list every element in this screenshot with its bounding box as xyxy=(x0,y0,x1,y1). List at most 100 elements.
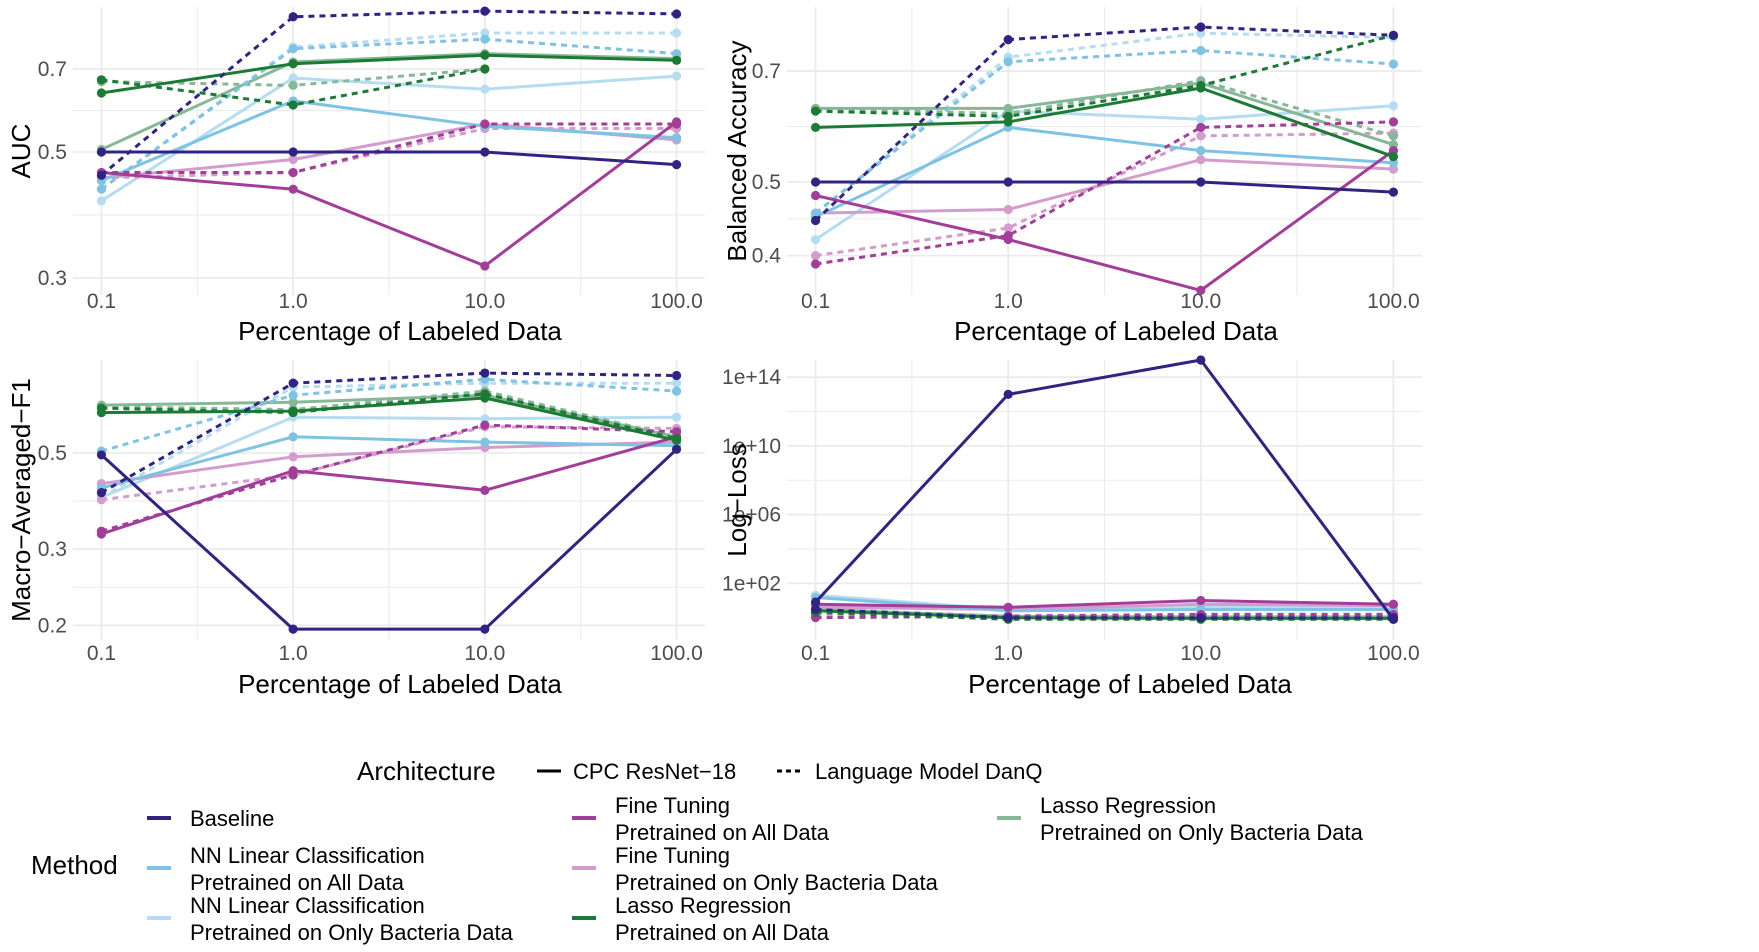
data-point xyxy=(1388,152,1399,162)
series-line xyxy=(101,120,678,268)
data-point xyxy=(810,604,821,615)
data-point xyxy=(288,378,298,388)
y-tick-label: 0.3 xyxy=(38,538,67,561)
data-point xyxy=(480,485,490,495)
x-tick-label: 0.1 xyxy=(87,642,116,665)
data-point xyxy=(288,452,298,462)
series-baseline-danq xyxy=(96,6,682,180)
method-label-line2: Pretrained on Only Bacteria Data xyxy=(190,920,514,945)
data-point xyxy=(1003,204,1013,215)
data-point xyxy=(671,386,682,396)
data-point xyxy=(1196,122,1206,133)
series-lasso_all-cpc xyxy=(96,50,682,98)
data-point xyxy=(671,119,682,129)
data-point xyxy=(1196,613,1206,623)
data-point xyxy=(810,597,821,607)
data-point xyxy=(671,160,682,170)
series-line xyxy=(100,381,677,499)
data-point xyxy=(288,470,298,480)
data-point xyxy=(96,495,107,505)
data-point xyxy=(1003,111,1013,122)
panel-3: 0.1 1.0 10.0 100.0 0.2 0.3 0.5 Percentage of La… xyxy=(6,360,705,699)
method-label-line2: Pretrained on All Data xyxy=(615,820,830,845)
data-point xyxy=(480,84,490,94)
y-tick-label: 0.7 xyxy=(752,60,781,83)
series-line xyxy=(815,86,1394,159)
series-line xyxy=(100,371,677,495)
data-point xyxy=(480,34,490,44)
method-label-line2: Pretrained on All Data xyxy=(615,920,830,945)
series-nn_all-danq xyxy=(96,34,682,194)
series-line xyxy=(814,358,1395,621)
data-point xyxy=(480,119,490,129)
data-point xyxy=(288,80,298,90)
data-point xyxy=(1003,389,1013,399)
data-point xyxy=(480,437,490,447)
x-tick-label: 1.0 xyxy=(994,642,1023,665)
x-axis-title: Percentage of Labeled Data xyxy=(238,316,562,346)
x-tick-label: 10.0 xyxy=(1180,290,1221,313)
data-point xyxy=(1003,231,1013,241)
series-line xyxy=(100,37,677,191)
data-point xyxy=(671,412,682,422)
data-point xyxy=(288,44,298,54)
series-line xyxy=(101,122,677,174)
legend: Architecture CPC ResNet−18 Language Mode… xyxy=(31,756,1364,945)
data-point xyxy=(810,234,821,245)
data-point xyxy=(96,75,107,85)
data-point xyxy=(671,49,682,59)
method-label-line2: Pretrained on Only Bacteria Data xyxy=(1040,820,1364,845)
data-point xyxy=(96,170,107,180)
data-point xyxy=(288,100,298,110)
data-point xyxy=(1003,223,1013,233)
data-point xyxy=(96,450,107,460)
data-point xyxy=(288,624,298,634)
data-point xyxy=(1388,59,1399,69)
data-point xyxy=(288,184,298,194)
data-point xyxy=(810,208,821,218)
data-point xyxy=(480,50,490,60)
series-line xyxy=(101,425,677,502)
series-line xyxy=(100,31,677,191)
series-line xyxy=(814,31,1394,215)
data-point xyxy=(1196,114,1206,124)
data-point xyxy=(96,184,107,194)
series-line xyxy=(100,448,678,631)
method-legend-title: Method xyxy=(31,850,118,880)
series-line xyxy=(100,377,677,453)
data-point xyxy=(288,167,298,178)
data-point xyxy=(810,106,821,116)
series-ft_all-danq xyxy=(96,420,682,536)
y-axis-title: AUC xyxy=(6,124,36,179)
series-line xyxy=(101,150,677,167)
series-line xyxy=(100,9,677,177)
x-tick-label: 0.1 xyxy=(801,642,830,665)
x-tick-label: 1.0 xyxy=(279,290,308,313)
series-line xyxy=(814,25,1394,222)
series-line xyxy=(815,79,1394,138)
series-line xyxy=(815,596,1394,613)
data-point xyxy=(480,420,490,430)
data-point xyxy=(1196,80,1206,91)
method-entry-baseline: Baseline xyxy=(147,806,274,831)
y-axis-title: Log−Loss xyxy=(722,443,752,556)
data-point xyxy=(1196,285,1206,295)
data-point xyxy=(671,444,682,454)
method-label-line1: NN Linear Classification xyxy=(190,893,425,918)
data-point xyxy=(1388,101,1399,111)
data-point xyxy=(288,12,298,22)
data-point xyxy=(671,378,682,388)
data-point xyxy=(288,59,298,69)
method-label-line2: Pretrained on All Data xyxy=(190,870,405,895)
data-point xyxy=(1388,30,1399,40)
data-point xyxy=(96,403,107,413)
series-lasso_all-danq xyxy=(96,389,682,444)
x-tick-label: 0.1 xyxy=(87,290,116,313)
data-point xyxy=(1196,145,1206,156)
series-line xyxy=(815,120,1394,266)
